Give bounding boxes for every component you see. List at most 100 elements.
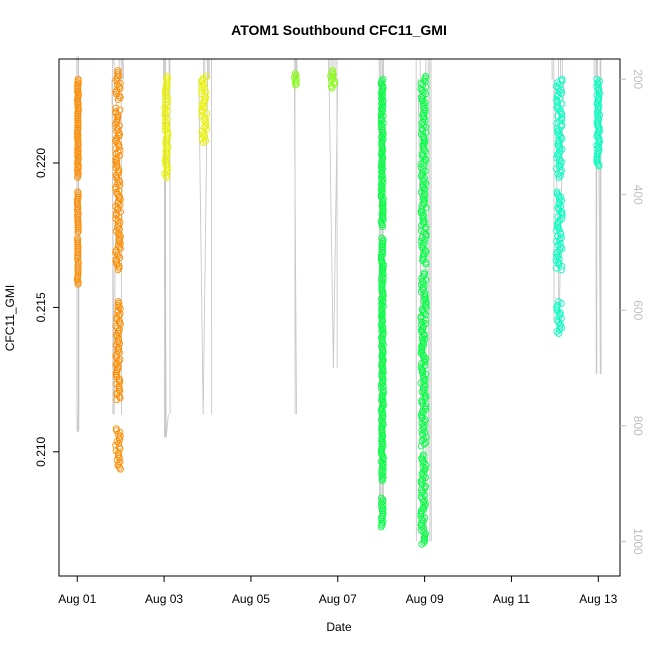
y-axis-label: CFC11_GMI	[3, 285, 17, 351]
data-point	[593, 82, 601, 90]
data-point	[418, 334, 426, 341]
data-point	[74, 257, 82, 265]
data-point	[422, 304, 430, 312]
data-point	[377, 186, 385, 194]
data-point	[417, 363, 425, 371]
data-point	[112, 203, 120, 211]
data-point	[114, 266, 122, 274]
data-point	[115, 357, 123, 365]
data-point	[377, 313, 385, 321]
data-point	[379, 323, 387, 331]
data-point	[554, 91, 562, 99]
data-point	[114, 139, 122, 147]
data-point	[417, 321, 425, 329]
data-point	[420, 76, 428, 84]
data-point	[556, 239, 564, 247]
data-point	[161, 127, 169, 134]
data-point	[418, 470, 426, 478]
data-point	[553, 103, 561, 111]
data-point	[554, 102, 562, 109]
data-point	[378, 234, 386, 242]
data-point	[379, 135, 387, 143]
data-point	[417, 519, 425, 527]
data-point	[113, 259, 121, 267]
data-point	[420, 122, 428, 129]
data-point	[198, 83, 206, 91]
x-tick-label: Aug 03	[145, 592, 183, 606]
y-right-tick-label: 800	[631, 416, 645, 436]
data-point	[379, 468, 387, 476]
data-point	[418, 437, 426, 445]
data-point	[419, 451, 427, 459]
data-point	[112, 108, 120, 116]
data-point	[112, 183, 120, 191]
pressure-line	[76, 414, 79, 432]
data-point	[378, 396, 385, 404]
data-point	[593, 75, 601, 83]
data-point	[379, 195, 387, 202]
data-point	[379, 250, 387, 258]
data-point	[418, 243, 426, 250]
data-point	[112, 425, 120, 433]
data-point	[593, 153, 601, 161]
data-point	[553, 188, 561, 196]
data-point	[379, 82, 387, 90]
data-point	[556, 229, 564, 237]
data-point	[378, 519, 386, 527]
data-point	[379, 75, 387, 83]
data-point	[378, 248, 386, 256]
data-point	[419, 472, 427, 480]
data-point	[554, 140, 562, 148]
data-point	[421, 167, 429, 175]
data-point	[379, 363, 387, 371]
data-point	[422, 482, 430, 490]
data-point	[379, 330, 387, 338]
data-point	[378, 327, 386, 335]
data-point	[417, 493, 425, 501]
data-point	[594, 149, 602, 156]
data-point	[553, 253, 561, 261]
data-point	[115, 460, 123, 468]
data-point	[417, 130, 425, 138]
data-point	[377, 499, 385, 507]
data-point	[593, 118, 601, 126]
data-point	[418, 388, 426, 396]
data-point	[74, 107, 82, 115]
y-tick-label: 0.215	[34, 292, 48, 322]
pressure-line	[293, 79, 297, 415]
x-axis: Aug 01 Aug 03 Aug 05 Aug 07 Aug 09 Aug 11 Aug …	[58, 576, 618, 606]
data-point	[114, 343, 122, 351]
data-point	[202, 94, 210, 102]
data-point	[116, 146, 124, 154]
data-point	[379, 236, 387, 244]
data-point	[115, 326, 123, 334]
data-point	[329, 67, 337, 75]
data-point	[203, 110, 211, 118]
data-point	[378, 123, 386, 131]
data-point	[113, 313, 121, 321]
data-point	[291, 69, 299, 77]
data-point	[378, 177, 386, 185]
data-point	[378, 264, 386, 272]
data-point	[116, 305, 124, 313]
data-point	[553, 128, 561, 136]
data-point	[558, 100, 566, 108]
data-point	[378, 133, 385, 141]
data-point	[74, 221, 82, 229]
data-point	[553, 305, 561, 313]
data-point	[420, 297, 428, 305]
data-point	[418, 318, 426, 326]
data-point	[162, 119, 170, 127]
data-point	[116, 182, 124, 189]
data-point	[422, 439, 430, 446]
data-point	[554, 79, 562, 87]
data-point	[115, 312, 123, 320]
data-point	[420, 440, 428, 448]
data-point	[420, 113, 428, 121]
data-point	[378, 100, 385, 108]
data-point	[421, 362, 429, 369]
data-point	[557, 202, 565, 210]
data-point	[420, 216, 428, 224]
data-point	[417, 327, 425, 334]
data-point	[421, 416, 429, 424]
